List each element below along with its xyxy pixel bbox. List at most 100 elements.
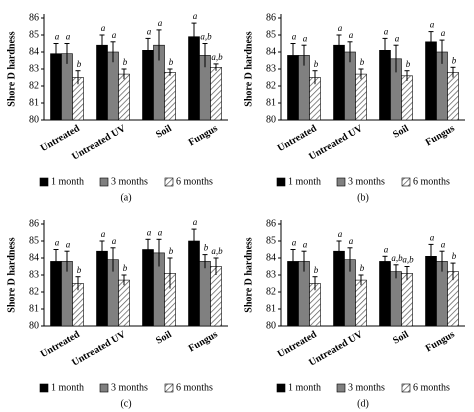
- legend-swatch: [276, 383, 286, 393]
- bar: [164, 72, 176, 121]
- significance-letter: a,b: [391, 253, 403, 263]
- significance-letter: a: [292, 32, 297, 42]
- y-tick-label: 83: [29, 269, 39, 280]
- significance-letter: a: [193, 217, 198, 227]
- bar: [96, 250, 108, 327]
- y-tick-label: 85: [266, 235, 276, 246]
- significance-letter: b: [406, 59, 411, 69]
- significance-letter: a: [395, 33, 400, 43]
- legend-label: 6 months: [413, 176, 450, 187]
- legend-swatch: [39, 383, 49, 393]
- bar: [401, 75, 413, 121]
- legend-swatch: [276, 177, 286, 187]
- significance-letter: b: [314, 265, 319, 275]
- y-axis-label: Shore D hardness: [243, 31, 254, 106]
- legend-swatch: [336, 383, 346, 393]
- significance-letter: b: [123, 263, 128, 273]
- significance-letter: a: [441, 28, 446, 38]
- y-axis-label: Shore D hardness: [6, 237, 17, 312]
- x-tick-label: Fungus: [424, 123, 457, 148]
- y-tick-label: 80: [29, 320, 39, 331]
- bar: [355, 279, 367, 327]
- bar: [210, 67, 222, 121]
- legend-swatch: [164, 177, 174, 187]
- x-tick-label: Soil: [154, 329, 174, 347]
- significance-letter: b: [452, 55, 457, 65]
- caption: (a): [120, 192, 131, 203]
- y-axis-label: Shore D hardness: [243, 237, 254, 312]
- significance-letter: a: [338, 229, 343, 239]
- legend-label: 1 month: [288, 176, 321, 187]
- legend-label: 3 months: [348, 176, 385, 187]
- bar: [401, 273, 413, 327]
- legend-label: 1 month: [51, 176, 84, 187]
- significance-letter: a: [349, 30, 354, 40]
- significance-letter: a: [101, 23, 106, 33]
- significance-letter: a: [303, 239, 308, 249]
- significance-letter: b: [204, 243, 209, 253]
- y-tick-label: 80: [266, 114, 276, 125]
- legend-swatch: [164, 383, 174, 393]
- y-tick-label: 84: [266, 46, 276, 57]
- bar: [379, 261, 391, 327]
- significance-letter: b: [77, 59, 82, 69]
- significance-letter: a: [112, 30, 117, 40]
- y-tick-label: 86: [29, 12, 39, 23]
- significance-letter: a: [55, 32, 60, 42]
- y-tick-label: 82: [266, 80, 276, 91]
- y-tick-label: 81: [29, 303, 39, 314]
- legend-label: 3 months: [111, 382, 148, 393]
- y-tick-label: 86: [266, 12, 276, 23]
- bar: [333, 250, 345, 327]
- significance-letter: a: [158, 227, 163, 237]
- significance-letter: b: [360, 57, 365, 67]
- bar: [390, 271, 402, 327]
- significance-letter: a,b: [200, 32, 212, 42]
- y-tick-label: 85: [29, 29, 39, 40]
- significance-letter: a: [441, 239, 446, 249]
- y-tick-label: 83: [266, 63, 276, 74]
- legend-label: 6 months: [176, 382, 213, 393]
- y-tick-label: 80: [29, 114, 39, 125]
- y-tick-label: 82: [266, 286, 276, 297]
- y-tick-label: 86: [266, 218, 276, 229]
- significance-letter: a,b: [402, 255, 414, 265]
- significance-letter: a: [384, 244, 389, 254]
- legend-label: 3 months: [348, 382, 385, 393]
- bar: [142, 249, 154, 327]
- significance-letter: a: [66, 32, 71, 42]
- legend-label: 6 months: [413, 382, 450, 393]
- significance-letter: a: [147, 26, 152, 36]
- significance-letter: a: [147, 227, 152, 237]
- legend-swatch: [99, 383, 109, 393]
- y-tick-label: 81: [266, 97, 276, 108]
- significance-letter: a: [430, 232, 435, 242]
- significance-letter: a: [193, 11, 198, 21]
- legend-swatch: [401, 177, 411, 187]
- bar: [210, 266, 222, 327]
- significance-letter: a: [66, 239, 71, 249]
- bar: [96, 44, 108, 121]
- legend-label: 1 month: [51, 382, 84, 393]
- significance-letter: b: [123, 57, 128, 67]
- y-tick-label: 84: [29, 252, 39, 263]
- legend-label: 3 months: [111, 176, 148, 187]
- caption: (c): [120, 398, 131, 409]
- y-tick-label: 85: [266, 29, 276, 40]
- bar: [447, 72, 459, 121]
- bar: [355, 73, 367, 121]
- significance-letter: a,b: [211, 246, 223, 256]
- legend-label: 1 month: [288, 382, 321, 393]
- panel: Shore D hardness80818283848586Untreateda…: [6, 11, 228, 203]
- panel: Shore D hardness80818283848586Untreateda…: [243, 12, 465, 203]
- significance-letter: a: [292, 238, 297, 248]
- significance-letter: a: [430, 20, 435, 30]
- bar: [333, 44, 345, 121]
- significance-letter: b: [360, 263, 365, 273]
- bar: [425, 41, 437, 121]
- y-tick-label: 84: [29, 46, 39, 57]
- y-tick-label: 83: [29, 63, 39, 74]
- significance-letter: a: [303, 33, 308, 43]
- y-axis-label: Shore D hardness: [6, 31, 17, 106]
